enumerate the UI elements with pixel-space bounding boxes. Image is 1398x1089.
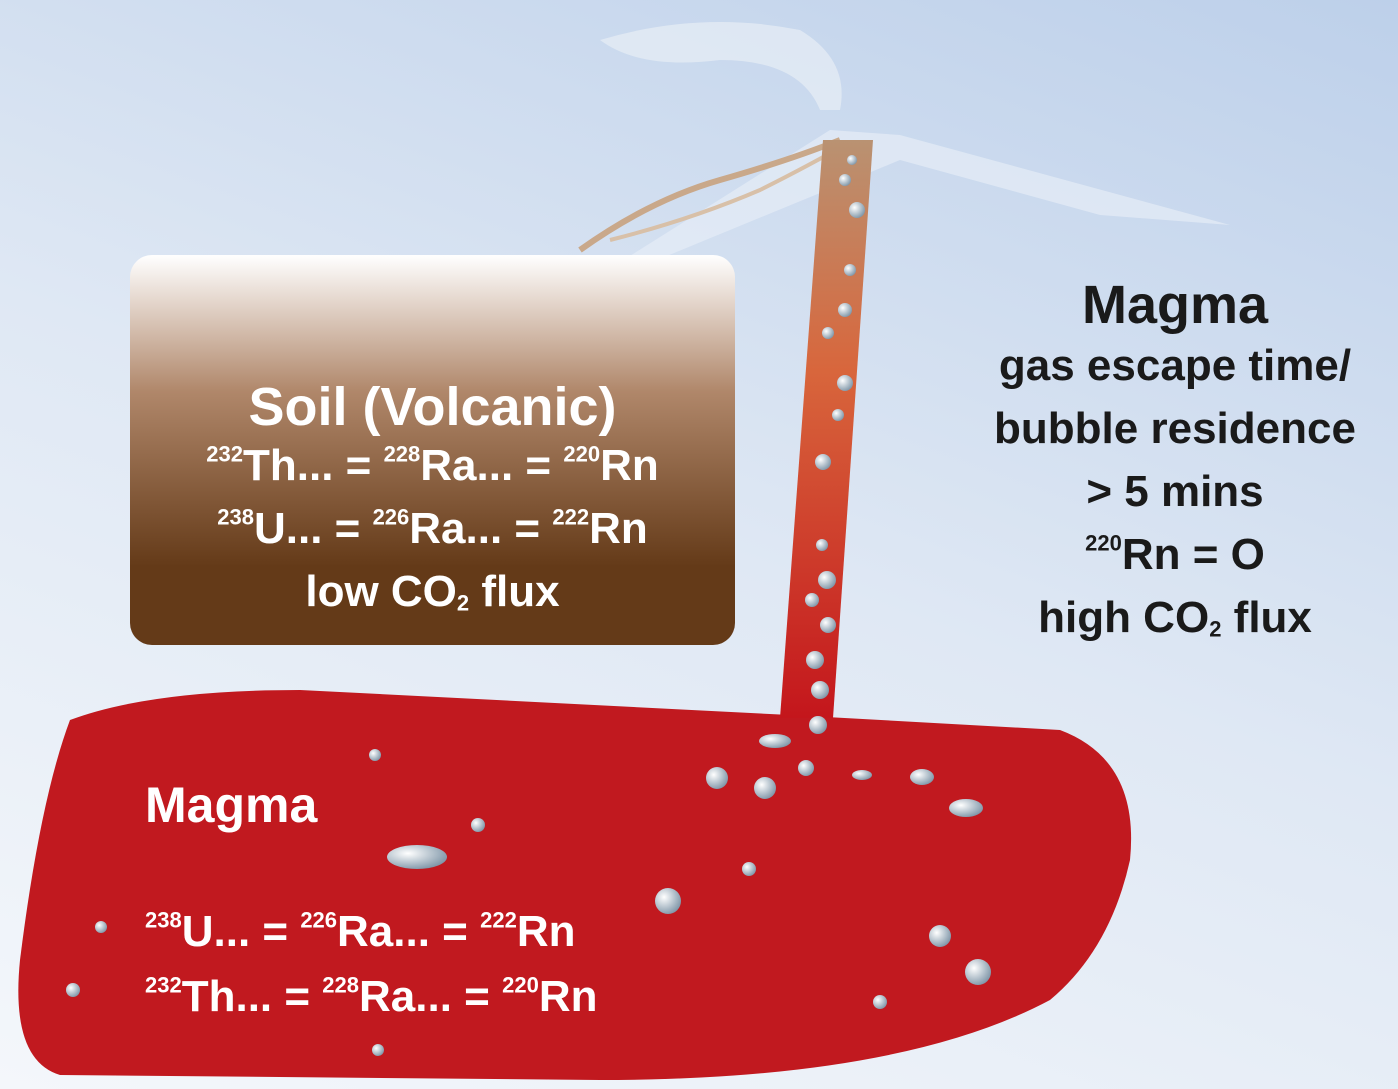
text-line: 232Th... = 228Ra... = 220Rn [130, 444, 735, 507]
supscript: 228 [384, 441, 421, 466]
text-line: > 5 mins [955, 470, 1395, 533]
supscript: 232 [145, 972, 182, 997]
subscript: 2 [1209, 616, 1221, 641]
text: Ra... = [409, 504, 552, 553]
plume [600, 22, 842, 110]
supscript: 238 [217, 504, 254, 529]
supscript: 226 [300, 907, 337, 932]
text: high CO [1038, 593, 1209, 642]
text: U... = [254, 504, 373, 553]
text: Ra... = [337, 907, 480, 956]
text: Rn [517, 907, 576, 956]
supscript: 220 [502, 972, 539, 997]
text-line: high CO2 flux [955, 596, 1395, 659]
text: flux [1221, 593, 1311, 642]
text: > 5 mins [1086, 467, 1263, 516]
supscript: 232 [206, 441, 243, 466]
text: low CO [305, 567, 457, 616]
text-line: 238U... = 226Ra... = 222Rn [130, 507, 735, 570]
supscript: 228 [322, 972, 359, 997]
text: Rn [589, 504, 648, 553]
text: flux [469, 567, 559, 616]
soil-label: Soil (Volcanic)232Th... = 228Ra... = 220… [130, 380, 735, 633]
text: Rn [600, 441, 659, 490]
title: Soil (Volcanic) [130, 380, 735, 444]
text-line: low CO2 flux [130, 570, 735, 633]
text: bubble residence [994, 404, 1356, 453]
text: Rn [539, 972, 598, 1021]
text-line: bubble residence [955, 407, 1395, 470]
supscript: 238 [145, 907, 182, 932]
text-line: gas escape time/ [955, 344, 1395, 407]
title: Magma [955, 278, 1395, 344]
text: Rn = O [1122, 530, 1265, 579]
text-line: 220Rn = O [955, 533, 1395, 596]
text: Th... = [182, 972, 323, 1021]
text: U... = [182, 907, 301, 956]
supscript: 220 [1085, 530, 1122, 555]
page: Soil (Volcanic)232Th... = 228Ra... = 220… [0, 0, 1398, 1089]
text: Ra... = [420, 441, 563, 490]
text: gas escape time/ [999, 341, 1351, 390]
title: Magma [145, 780, 597, 910]
text: Th... = [243, 441, 384, 490]
supscript: 220 [563, 441, 600, 466]
supscript: 226 [373, 504, 410, 529]
text-line: 238U... = 226Ra... = 222Rn [145, 910, 597, 975]
text: Ra... = [359, 972, 502, 1021]
supscript: 222 [552, 504, 589, 529]
subscript: 2 [457, 590, 469, 615]
supscript: 222 [480, 907, 517, 932]
text-line: 232Th... = 228Ra... = 220Rn [145, 975, 597, 1040]
